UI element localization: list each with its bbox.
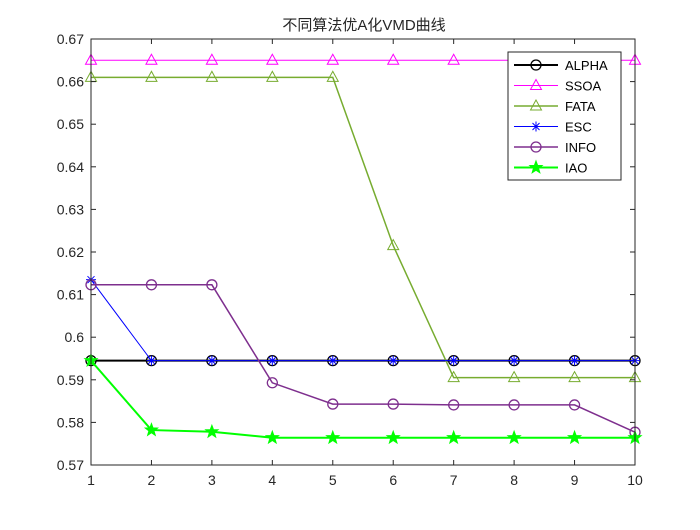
data-point-esc xyxy=(448,355,459,366)
data-point-ssoa xyxy=(145,53,158,65)
series-line-fata xyxy=(91,76,635,379)
x-tick-label: 7 xyxy=(450,472,458,488)
chart-title: 不同算法优A化VMD曲线 xyxy=(282,16,445,34)
series-info xyxy=(85,279,641,438)
data-point-info xyxy=(508,399,520,411)
y-tick-label: 0.62 xyxy=(57,244,84,260)
data-point-ssoa xyxy=(386,53,400,65)
data-point-iao xyxy=(325,429,341,445)
data-point-iao xyxy=(566,429,583,445)
legend-label: SSOA xyxy=(565,79,601,94)
legend-marker xyxy=(529,98,543,111)
legend-entry-esc: ESC xyxy=(514,120,592,135)
axes-layer: 1 2 3 4 5 6 7 8 9 10 0.57 0.58 0.59 0.6 0.61 0.62 0.63 0.… xyxy=(57,31,643,488)
y-tick-label: 0.66 xyxy=(57,74,84,90)
data-point-iao xyxy=(264,429,280,445)
y-tick-label: 0.63 xyxy=(57,201,84,217)
data-point-ssoa xyxy=(265,53,279,65)
data-point-esc xyxy=(388,355,399,366)
data-point-fata xyxy=(265,70,279,82)
y-tick-label: 0.61 xyxy=(57,287,84,303)
y-tick-label: 0.59 xyxy=(57,372,84,388)
data-point-fata xyxy=(205,70,219,82)
series-line-info xyxy=(91,284,636,433)
data-point-fata xyxy=(447,370,461,383)
legend-label: INFO xyxy=(565,140,596,155)
x-tick-label: 9 xyxy=(571,472,579,488)
series-esc xyxy=(86,274,640,366)
chart-legend: ALPHA SSOA FATA ESC INFO IAO xyxy=(507,51,622,181)
data-point-info xyxy=(266,377,278,389)
x-tick-label: 6 xyxy=(389,472,397,488)
data-point-info xyxy=(387,398,399,410)
data-point-esc xyxy=(267,355,278,366)
legend-box xyxy=(507,51,622,181)
data-point-ssoa xyxy=(326,53,340,65)
legend-entry-alpha: ALPHA xyxy=(514,58,608,73)
data-point-esc xyxy=(146,355,157,366)
legend-label: ALPHA xyxy=(565,58,608,73)
data-point-fata xyxy=(145,70,158,82)
legend-entry-info: INFO xyxy=(514,140,596,155)
data-point-info xyxy=(327,398,339,410)
data-point-esc xyxy=(327,355,338,366)
y-tick-label: 0.57 xyxy=(57,457,84,473)
data-point-info xyxy=(145,279,158,291)
y-tick-label: 0.64 xyxy=(57,159,84,175)
y-tick-label: 0.65 xyxy=(57,116,84,132)
legend-marker xyxy=(528,159,544,174)
data-point-esc xyxy=(569,355,580,366)
x-tick-label: 2 xyxy=(148,472,156,488)
legend-label: IAO xyxy=(565,161,587,176)
legend-entry-fata: FATA xyxy=(514,98,596,114)
data-point-info xyxy=(206,279,218,291)
legend-marker xyxy=(530,141,542,153)
y-tick-label: 0.67 xyxy=(57,31,84,47)
data-point-ssoa xyxy=(447,53,461,65)
data-point-iao xyxy=(446,429,462,445)
x-tick-label: 10 xyxy=(627,472,643,488)
data-point-info xyxy=(448,399,460,411)
legend-label: FATA xyxy=(565,99,596,114)
legend-entry-ssoa: SSOA xyxy=(514,78,601,94)
x-tick-label: 4 xyxy=(268,472,276,488)
x-tick-label: 3 xyxy=(208,472,216,488)
data-point-fata xyxy=(386,238,400,251)
series-line-iao xyxy=(90,359,635,439)
data-point-esc xyxy=(206,355,217,366)
series-line-esc xyxy=(90,279,635,362)
data-point-iao xyxy=(506,429,522,445)
legend-marker xyxy=(531,121,541,132)
data-point-iao xyxy=(143,422,160,437)
data-point-iao xyxy=(204,423,220,439)
data-point-esc xyxy=(509,355,520,366)
legend-label: ESC xyxy=(565,120,592,135)
data-point-iao xyxy=(385,429,401,445)
x-tick-label: 1 xyxy=(87,472,95,488)
x-tick-label: 8 xyxy=(510,472,518,488)
y-tick-label: 0.6 xyxy=(65,329,85,345)
data-point-fata xyxy=(326,70,340,82)
y-tick-label: 0.58 xyxy=(57,414,84,430)
data-point-ssoa xyxy=(205,53,219,65)
data-point-fata xyxy=(568,370,581,383)
series-iao xyxy=(83,352,643,445)
data-point-fata xyxy=(507,370,521,383)
data-point-info xyxy=(568,399,581,411)
legend-marker xyxy=(529,78,543,90)
x-tick-label: 5 xyxy=(329,472,337,488)
legend-entry-iao: IAO xyxy=(514,159,587,176)
legend-marker xyxy=(530,59,542,71)
